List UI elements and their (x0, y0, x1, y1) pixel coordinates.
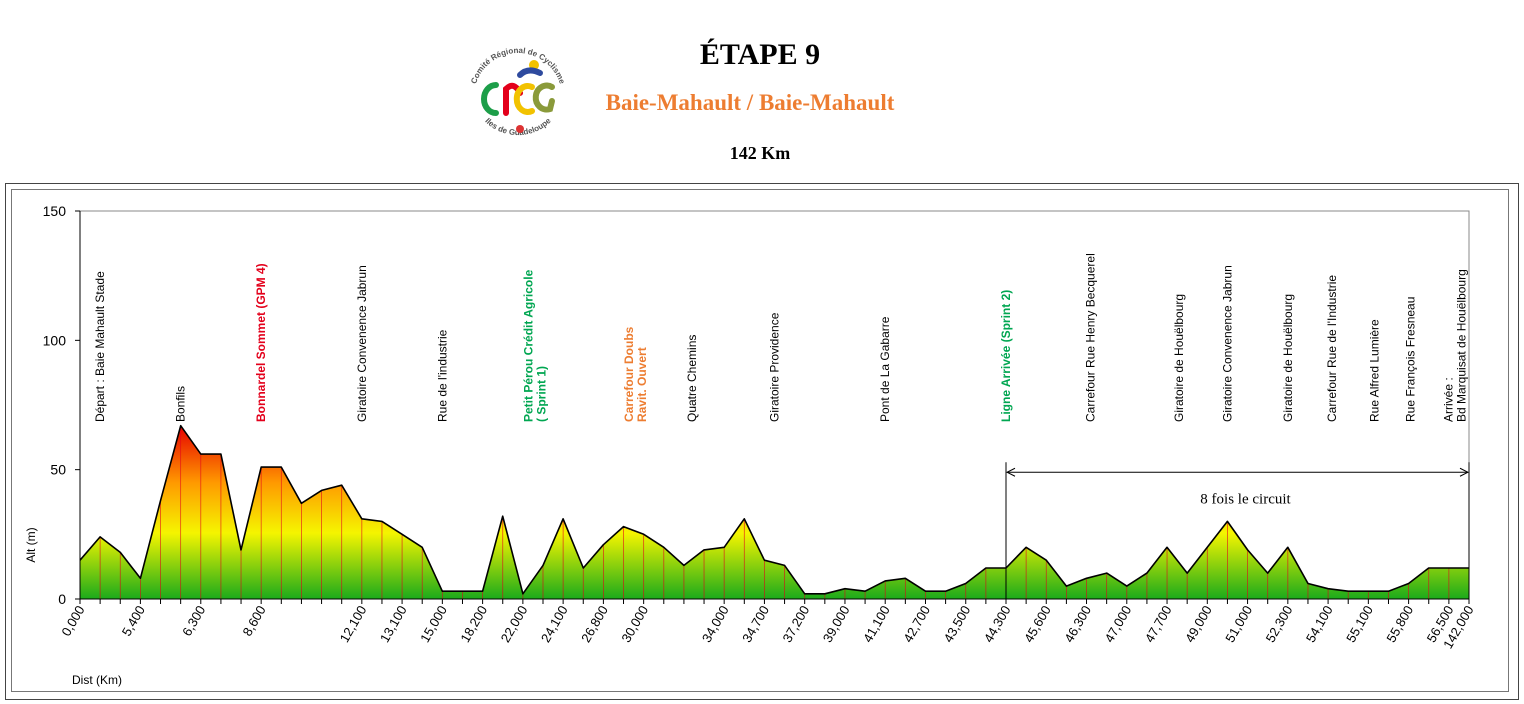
y-axis-label: Alt (m) (24, 527, 38, 562)
logo-letters-icon (481, 60, 555, 133)
annotation-text: Rue de l'industrie (435, 329, 449, 422)
annotation-text: Rue Alfred Lumière (1367, 319, 1381, 422)
annotation-text: Quatre Chemins (685, 335, 699, 422)
route-annotation: Départ : Baie Mahault Stade (93, 271, 107, 422)
y-tick-label: 0 (58, 591, 66, 607)
x-tick-label: 47,700 (1142, 603, 1175, 645)
annotation-text: Pont de La Gabarre (878, 316, 892, 422)
route-annotation: Ligne Arrivée (Sprint 2) (999, 290, 1013, 422)
route-annotation: Quatre Chemins (685, 335, 699, 422)
annotation-text: Giratoire Convenence Jabrun (355, 265, 369, 422)
annotation-text: Giratoire Providence (768, 312, 782, 422)
annotation-text: Bonfils (174, 386, 188, 422)
annotation-text: Bonnardel Sommet (GPM 4) (254, 263, 268, 422)
x-tick-label: 8,600 (240, 603, 269, 639)
x-tick-label: 30,000 (618, 603, 651, 645)
annotation-text: Ligne Arrivée (Sprint 2) (999, 290, 1013, 422)
annotation-text: Bd Marquisat de Houëlbourg (1454, 269, 1468, 422)
route-annotation: Carrefour Rue de l'Industrie (1325, 275, 1339, 422)
route-annotation: Giratoire Convenence Jabrun (355, 265, 369, 422)
x-tick-label: 49,000 (1182, 603, 1215, 645)
stage-title: ÉTAPE 9 (699, 38, 821, 71)
annotation-text: Giratoire de Houëlbourg (1172, 294, 1186, 422)
stage-distance: 142 Km (729, 143, 791, 163)
route-annotation: Pont de La Gabarre (878, 316, 892, 422)
route-annotation: Carrefour Rue Henry Becquerel (1084, 253, 1098, 422)
route-annotation: Giratoire de Houëlbourg (1281, 294, 1295, 422)
route-annotation: Giratoire de Houëlbourg (1172, 294, 1186, 422)
x-tick-label: 42,700 (900, 603, 933, 645)
x-tick-label: 46,300 (1061, 603, 1094, 645)
route-annotation: Bonnardel Sommet (GPM 4) (254, 263, 268, 422)
crcg-logo: Comité Régional de Cyclisme Iles de Guad… (469, 46, 567, 137)
x-axis-label: Dist (Km) (72, 673, 122, 687)
inner-frame (11, 189, 1509, 692)
x-tick-label: 6,300 (179, 603, 208, 639)
x-tick-label: 15,000 (417, 603, 450, 645)
x-tick-label: 54,100 (1303, 603, 1336, 645)
x-tick-label: 39,000 (820, 603, 853, 645)
annotation-text: Rue François Fresneau (1404, 297, 1418, 422)
x-tick-label: 34,000 (699, 603, 732, 645)
x-tick-label: 41,100 (860, 603, 893, 645)
x-tick-label: 51,000 (1222, 603, 1255, 645)
elevation-line (79, 424, 1469, 595)
x-tick-label: 13,100 (377, 603, 410, 645)
route-annotation: Petit Pérou Crédit Agricole( Sprint 1) (521, 269, 548, 422)
annotation-text: ( Sprint 1) (534, 366, 548, 422)
annotation-text: Carrefour Doubs (622, 326, 636, 422)
x-tick-label: 12,100 (337, 603, 370, 645)
x-tick-label: 37,200 (779, 603, 812, 645)
circuit-label: 8 fois le circuit (1200, 491, 1291, 507)
annotation-text: Giratoire Convenence Jabrun (1220, 265, 1234, 422)
annotation-text: Petit Pérou Crédit Agricole (521, 269, 535, 422)
x-tick-label: 55,800 (1383, 603, 1416, 645)
x-tick-label: 43,500 (940, 603, 973, 645)
route-annotation: Arrivée : Bd Marquisat de Houëlbourg (1441, 269, 1468, 422)
x-tick-label: 47,000 (1102, 603, 1135, 645)
annotation-text: Carrefour Rue Henry Becquerel (1084, 253, 1098, 422)
x-tick-label: 45,600 (1021, 603, 1054, 645)
route-annotation: Carrefour Doubs Ravit. Ouvert (622, 326, 649, 422)
x-tick-label: 52,300 (1263, 603, 1296, 645)
x-tick-label: 5,400 (119, 603, 148, 639)
y-tick-label: 50 (50, 462, 66, 478)
x-tick-label: 44,300 (981, 603, 1014, 645)
route-annotation: Giratoire Convenence Jabrun (1220, 265, 1234, 422)
annotation-text: Ravit. Ouvert (635, 347, 649, 422)
x-tick-label: 18,200 (457, 603, 490, 645)
x-tick-label: 0,000 (58, 603, 87, 639)
y-tick-label: 100 (43, 332, 67, 348)
annotation-text: Carrefour Rue de l'Industrie (1325, 275, 1339, 422)
route-annotation: Rue de l'industrie (435, 329, 449, 422)
route-annotation: Bonfils (174, 386, 188, 422)
annotation-text: Départ : Baie Mahault Stade (93, 271, 107, 422)
route-annotation: Rue François Fresneau (1404, 297, 1418, 422)
annotation-text: Arrivée : (1441, 377, 1455, 422)
elevation-area (80, 425, 1469, 599)
annotation-text: Giratoire de Houëlbourg (1281, 294, 1295, 422)
route-annotation: Rue Alfred Lumière (1367, 319, 1381, 422)
y-tick-label: 150 (43, 203, 67, 219)
route-title: Baie-Mahault / Baie-Mahault (605, 90, 895, 115)
route-annotation: Giratoire Providence (768, 312, 782, 422)
x-tick-label: 34,700 (739, 603, 772, 645)
x-tick-label: 24,100 (538, 603, 571, 645)
x-tick-label: 22,000 (498, 603, 531, 645)
outer-frame (5, 183, 1519, 700)
x-tick-label: 55,100 (1343, 603, 1376, 645)
x-tick-label: 26,800 (578, 603, 611, 645)
